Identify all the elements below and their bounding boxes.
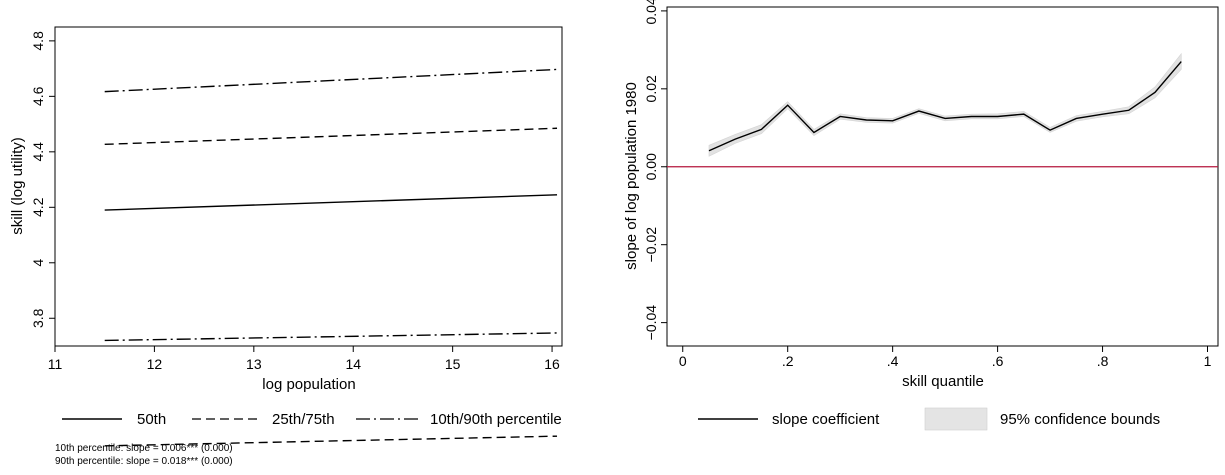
right-y-axis-label: slope of log population 1980 [623, 82, 640, 270]
confidence-band [708, 52, 1182, 157]
left-y-tick-label-4: 4.6 [30, 86, 46, 106]
left-y-tick-label-5: 4.8 [30, 31, 46, 51]
left-series-line-3-dash [104, 127, 558, 146]
left-y-tick-label-0: 3.8 [30, 308, 46, 328]
left-x-tick-label-5: 16 [544, 356, 560, 372]
legend-label-confidence-bounds: 95% confidence bounds [1000, 411, 1160, 428]
note-10th-percentile: 10th percentile: slope = 0.006*** (0.000… [55, 443, 233, 454]
slope-coefficient-line [708, 61, 1182, 152]
left-y-axis-label: skill (log utility) [9, 137, 26, 235]
legend-label-10th-90th: 10th/90th percentile [430, 411, 562, 428]
left-x-tick-label-0: 11 [48, 356, 63, 372]
right-y-tick-label-1: −0.02 [643, 227, 659, 263]
left-marks-group: 11 12 13 14 15 16 3.8 4 4.2 4.4 4.6 4.8 [30, 31, 560, 447]
left-y-tick-label-2: 4.2 [30, 197, 46, 217]
right-x-axis-label: skill quantile [902, 373, 984, 390]
left-x-tick-label-2: 13 [246, 356, 262, 372]
right-legend: slope coefficient 95% confidence bounds [698, 407, 1160, 431]
legend-label-50th: 50th [137, 411, 166, 428]
legend-swatch-confidence-bounds [924, 407, 988, 431]
right-y-tick-label-2: 0.00 [643, 153, 659, 180]
left-x-tick-label-4: 15 [445, 356, 461, 372]
right-x-tick-label-4: .8 [1097, 353, 1109, 369]
left-series-line-1-dash [104, 435, 558, 447]
legend-label-slope-coefficient: slope coefficient [772, 411, 880, 428]
left-series-line-2-solid [104, 194, 558, 211]
legend-label-25th-75th: 25th/75th [272, 411, 335, 428]
right-x-tick-label-1: .2 [782, 353, 794, 369]
left-series-line-4-dashdot [104, 68, 558, 93]
right-marks-group: 0 .2 .4 .6 .8 1 −0.04 −0.02 0.00 0.02 0.04 [643, 0, 1218, 369]
left-y-tick-label-3: 4.4 [30, 142, 46, 162]
left-x-axis-label: log population [262, 376, 355, 393]
left-y-tick-label-1: 4 [30, 259, 46, 267]
right-y-tick-label-4: 0.04 [643, 0, 659, 25]
left-x-tick-label-3: 14 [345, 356, 361, 372]
left-plot-frame [54, 26, 563, 347]
note-90th-percentile: 90th percentile: slope = 0.018*** (0.000… [55, 456, 233, 467]
left-series-line-0-dashdot [104, 332, 558, 342]
right-x-tick-label-5: 1 [1204, 353, 1212, 369]
left-legend: 50th 25th/75th 10th/90th percentile [62, 411, 562, 428]
right-y-tick-label-0: −0.04 [643, 305, 659, 341]
right-x-tick-label-3: .6 [992, 353, 1004, 369]
right-plot-frame [666, 6, 1219, 347]
left-x-tick-label-1: 12 [147, 356, 163, 372]
right-y-tick-label-3: 0.02 [643, 75, 659, 102]
right-chart-panel: 0 .2 .4 .6 .8 1 −0.04 −0.02 0.00 0.02 0.04 skill q… [623, 0, 1219, 431]
right-x-tick-label-0: 0 [679, 353, 687, 369]
right-x-tick-label-2: .4 [887, 353, 899, 369]
left-chart-panel: 11 12 13 14 15 16 3.8 4 4.2 4.4 4.6 4.8 log populat… [9, 26, 563, 467]
